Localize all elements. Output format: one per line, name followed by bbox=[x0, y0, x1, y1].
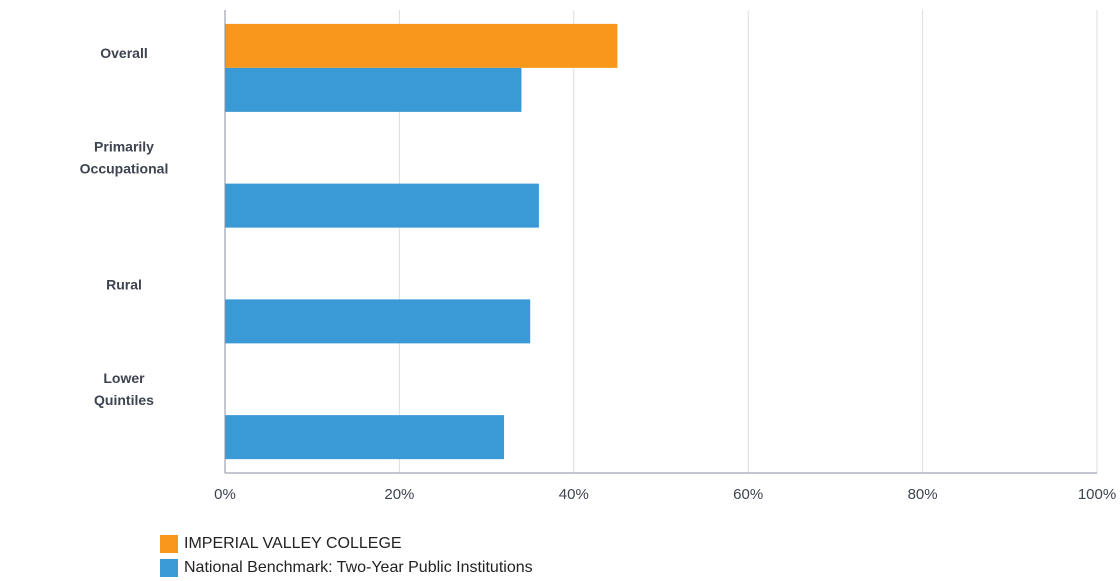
labels: 0% 20% 40% 60% 80% 100% Overall Primarily Occupa… bbox=[80, 45, 1117, 503]
x-tick-label-60: 60% bbox=[733, 486, 763, 503]
legend-label-series-1: National Benchmark: Two-Year Public Inst… bbox=[184, 559, 533, 576]
grid-lines bbox=[398, 10, 1098, 473]
category-label-1-line-1: Occupational bbox=[80, 161, 169, 177]
x-tick-label-80: 80% bbox=[908, 486, 938, 503]
legend-swatch-series-0 bbox=[160, 535, 178, 553]
bar-series-1-category-1[interactable] bbox=[225, 183, 539, 228]
legend: IMPERIAL VALLEY COLLEGE National Benchma… bbox=[160, 532, 533, 580]
x-tick-label-0: 0% bbox=[214, 486, 236, 503]
category-label-2-line-0: Rural bbox=[106, 276, 142, 292]
x-tick-label-100: 100% bbox=[1078, 486, 1116, 503]
legend-swatch-series-1 bbox=[160, 559, 178, 577]
bar-chart: 0% 20% 40% 60% 80% 100% Overall Primarily Occupa… bbox=[80, 10, 1117, 503]
category-label-2: Rural bbox=[106, 276, 142, 292]
category-label-0: Overall bbox=[100, 45, 147, 61]
category-label-1-line-0: Primarily bbox=[94, 139, 154, 155]
category-label-1: Primarily Occupational bbox=[80, 139, 169, 177]
legend-label-series-0: IMPERIAL VALLEY COLLEGE bbox=[184, 535, 402, 552]
bar-series-0-category-0[interactable] bbox=[225, 23, 618, 68]
legend-item-series-1[interactable]: National Benchmark: Two-Year Public Inst… bbox=[160, 556, 533, 580]
axes bbox=[224, 10, 1097, 474]
bar-series-1-category-2[interactable] bbox=[225, 299, 531, 344]
category-label-0-line-0: Overall bbox=[100, 45, 147, 61]
bar-series-1-category-3[interactable] bbox=[225, 415, 505, 460]
legend-item-series-0[interactable]: IMPERIAL VALLEY COLLEGE bbox=[160, 532, 533, 556]
x-tick-label-20: 20% bbox=[384, 486, 414, 503]
category-label-3-line-0: Lower bbox=[103, 370, 145, 386]
category-label-3-line-1: Quintiles bbox=[94, 392, 154, 408]
bars bbox=[225, 23, 618, 460]
category-label-3: Lower Quintiles bbox=[94, 370, 154, 408]
x-tick-label-40: 40% bbox=[559, 486, 589, 503]
bar-series-1-category-0[interactable] bbox=[225, 67, 522, 112]
